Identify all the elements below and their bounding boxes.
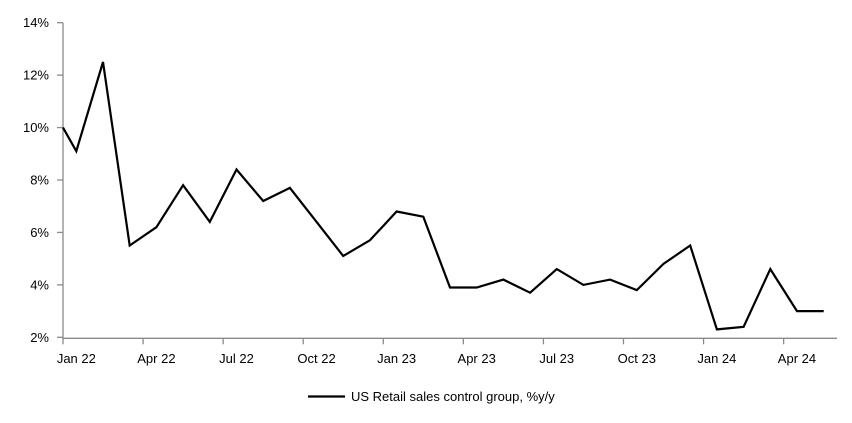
x-axis: Jan 22 Apr 22 Jul 22 Oct 22 Jan 23 Apr 23 Jul … <box>57 337 837 366</box>
y-tick-label: 14% <box>23 15 49 30</box>
x-tick-label: Jan 22 <box>57 351 96 366</box>
x-tick-label: Apr 23 <box>458 351 496 366</box>
y-axis: 2% 4% 6% 8% 10% 12% 14% <box>23 15 64 345</box>
x-tick-label: Oct 22 <box>297 351 335 366</box>
x-tick-label: Jan 23 <box>377 351 416 366</box>
series-line <box>62 61 824 331</box>
legend-label: US Retail sales control group, %y/y <box>351 389 555 404</box>
x-tick-label: Jul 22 <box>219 351 254 366</box>
y-tick-label: 12% <box>23 68 49 83</box>
y-tick-label: 8% <box>30 173 49 188</box>
y-tick-label: 2% <box>30 330 49 345</box>
y-tick-label: 10% <box>23 120 49 135</box>
legend: US Retail sales control group, %y/y <box>308 389 555 404</box>
x-tick-label: Oct 23 <box>618 351 656 366</box>
y-tick-label: 4% <box>30 277 49 292</box>
x-tick-label: Apr 22 <box>137 351 175 366</box>
y-tick-label: 6% <box>30 225 49 240</box>
x-tick-label: Jan 24 <box>697 351 736 366</box>
x-tick-label: Apr 24 <box>778 351 816 366</box>
x-tick-label: Jul 23 <box>539 351 574 366</box>
series-group <box>62 61 824 331</box>
